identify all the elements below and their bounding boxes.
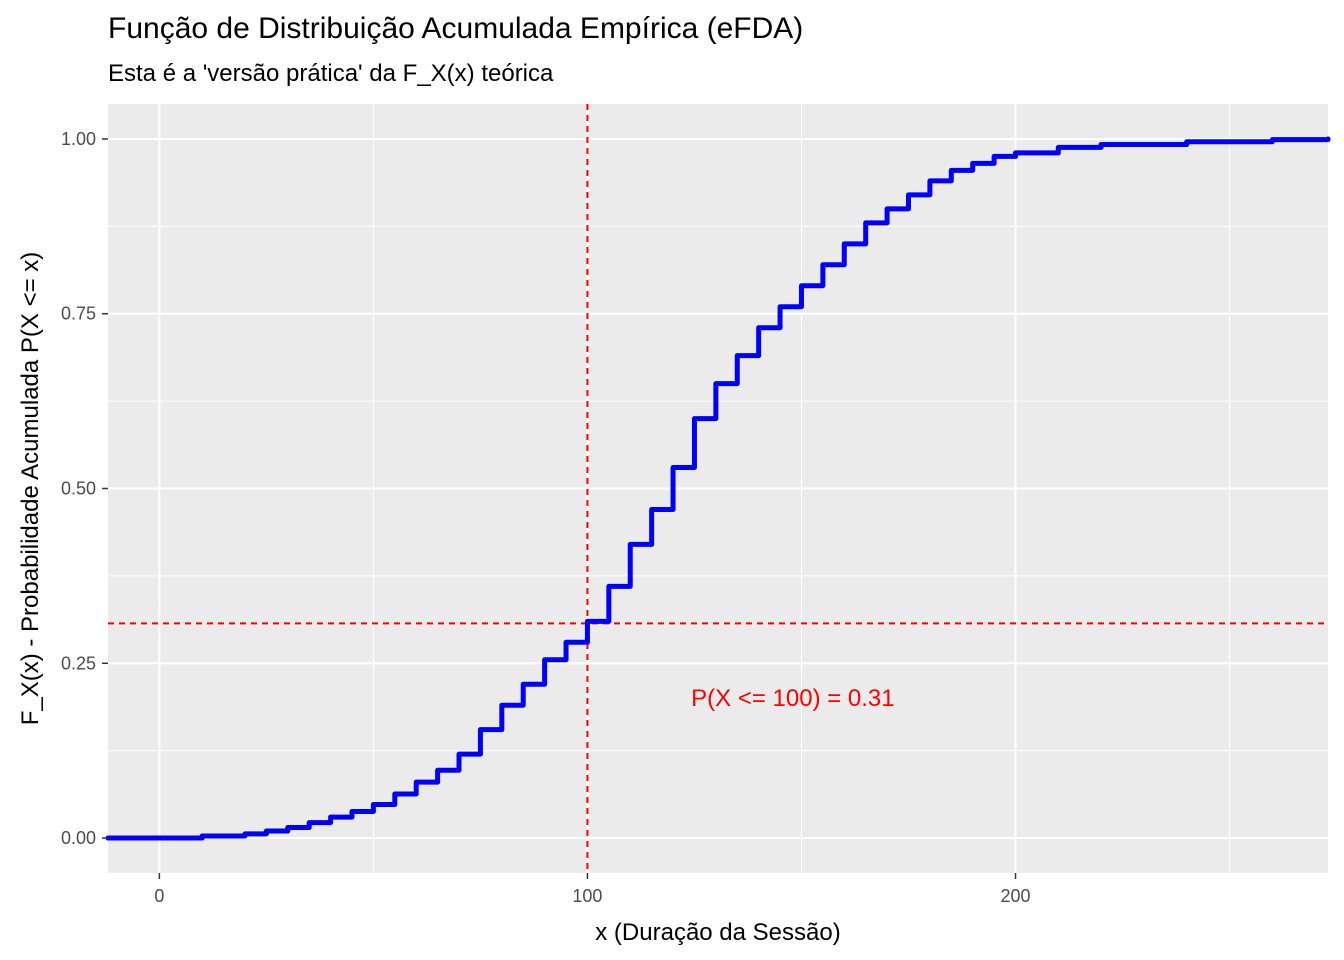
chart-title: Função de Distribuição Acumulada Empíric… xyxy=(108,12,804,45)
y-tick-label: 0.25 xyxy=(61,653,96,673)
reference-lines xyxy=(108,104,1328,873)
probability-annotation: P(X <= 100) = 0.31 xyxy=(691,685,894,712)
y-tick-label: 0.50 xyxy=(61,479,96,499)
x-axis-title: x (Duração da Sessão) xyxy=(595,919,840,946)
y-axis-ticks: 0.00 0.25 0.50 0.75 1.00 xyxy=(61,129,108,848)
x-axis-ticks: 0 100 200 xyxy=(154,873,1031,906)
major-gridlines xyxy=(108,104,1328,873)
x-tick-label: 200 xyxy=(1000,886,1030,906)
series-layer xyxy=(105,136,1331,841)
y-tick-label: 1.00 xyxy=(61,129,96,149)
x-tick-label: 100 xyxy=(572,886,602,906)
chart-subtitle: Esta é a 'versão prática' da F_X(x) teór… xyxy=(108,60,554,87)
y-tick-label: 0.75 xyxy=(61,304,96,324)
y-tick-label: 0.00 xyxy=(61,828,96,848)
x-tick-label: 0 xyxy=(154,886,164,906)
ecdf-line xyxy=(105,136,1331,841)
y-axis-title: F_X(x) - Probabilidade Acumulada P(X <= … xyxy=(17,252,44,726)
minor-gridlines xyxy=(108,104,1328,873)
